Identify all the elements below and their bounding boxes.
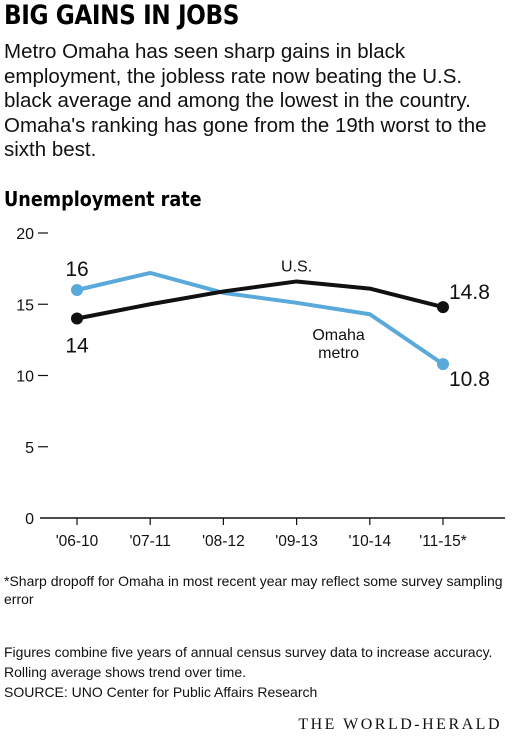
note-line-2: Rolling average shows trend over time. bbox=[4, 664, 247, 680]
data-label: 10.8 bbox=[449, 368, 490, 391]
series-line-u-s bbox=[75, 279, 445, 321]
y-tick-label: 0 bbox=[25, 511, 34, 528]
footnote: *Sharp dropoff for Omaha in most recent … bbox=[4, 573, 503, 607]
series-label-us: U.S. bbox=[281, 258, 312, 275]
notes: Figures combine five years of annual cen… bbox=[4, 642, 514, 702]
x-tick-label: '10-14 bbox=[348, 533, 391, 550]
y-tick-label: 15 bbox=[16, 297, 34, 314]
axes: 0 5 10 15 20 '06-10 '07-11 '08-12 '09-13 '10-14 '1… bbox=[16, 226, 505, 550]
data-point-u-s bbox=[437, 301, 449, 314]
y-tick-label: 10 bbox=[16, 369, 34, 386]
data-label: 14.8 bbox=[449, 281, 490, 304]
data-point-omaha-metro bbox=[437, 358, 449, 371]
y-tick-label: 5 bbox=[25, 440, 34, 457]
headline: BIG GAINS IN JOBS bbox=[4, 0, 240, 31]
series-label-omaha-line2: metro bbox=[318, 345, 359, 362]
subtitle: Metro Omaha has seen sharp gains in blac… bbox=[4, 40, 487, 161]
series-line-omaha-metro bbox=[75, 270, 445, 367]
note-line-1: Figures combine five years of annual cen… bbox=[4, 644, 493, 660]
x-tick-label: '07-11 bbox=[129, 533, 170, 550]
data-point-omaha-metro bbox=[71, 284, 83, 296]
y-tick-label: 20 bbox=[16, 226, 34, 243]
chart-title: Unemployment rate bbox=[4, 187, 202, 211]
source-line: SOURCE: UNO Center for Public Affairs Re… bbox=[4, 684, 318, 700]
publisher-logo: THE WORLD-HERALD bbox=[298, 716, 502, 733]
data-label: 16 bbox=[65, 258, 88, 281]
unemployment-line-chart: 0 5 10 15 20 '06-10 '07-11 '08-12 '09-13 '10-14 '1… bbox=[16, 226, 505, 550]
data-label: 14 bbox=[65, 335, 89, 358]
series-label-omaha-line1: Omaha bbox=[312, 327, 365, 344]
series-layer bbox=[71, 270, 449, 371]
x-tick-label: '11-15* bbox=[419, 533, 466, 550]
x-tick-label: '06-10 bbox=[56, 533, 99, 550]
data-point-u-s bbox=[71, 312, 83, 325]
x-tick-label: '08-12 bbox=[202, 533, 245, 550]
x-tick-label: '09-13 bbox=[275, 533, 318, 550]
